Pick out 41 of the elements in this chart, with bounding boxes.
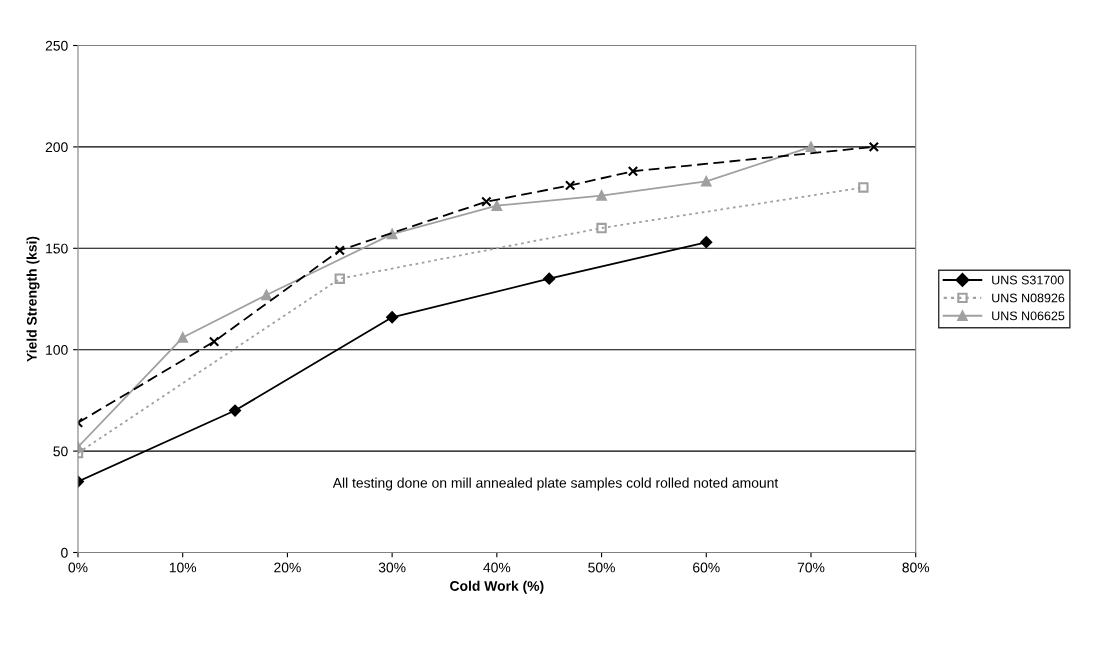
y-tick-label: 100: [46, 345, 68, 355]
point: [627, 166, 639, 177]
legend-label: UNS S31700: [992, 275, 1064, 285]
point: [491, 200, 503, 211]
point: [208, 336, 220, 347]
point: [564, 180, 576, 191]
x-axis-title: Cold Work (%): [450, 580, 544, 594]
point: [177, 332, 188, 343]
x-tick-label: 10%: [169, 562, 197, 573]
point: [596, 190, 607, 201]
point: [386, 311, 399, 324]
point: [543, 272, 556, 285]
x-tick-label: 0%: [68, 562, 88, 573]
x-tick-label: 80%: [902, 562, 930, 573]
point: [261, 289, 272, 301]
point: [386, 228, 398, 240]
x-tick-label: 40%: [483, 562, 511, 573]
y-tick-label: 0: [61, 547, 68, 558]
point: [229, 404, 241, 417]
legend-label: UNS N06625: [992, 311, 1065, 321]
point: [334, 273, 345, 284]
y-tick-label: 250: [45, 40, 68, 51]
point: [805, 141, 817, 153]
point: [868, 141, 880, 153]
y-tick-label: 150: [46, 243, 68, 254]
x-tick-label: 60%: [693, 562, 720, 573]
x-tick-label: 20%: [274, 562, 301, 573]
point: [700, 236, 713, 249]
point: [481, 196, 492, 207]
x-tick-label: 50%: [588, 562, 615, 573]
x-tick-label: 30%: [378, 562, 406, 573]
y-tick-label: 50: [53, 446, 68, 457]
y-tick-label: 200: [45, 142, 68, 153]
point: [701, 176, 712, 187]
legend-label: UNS N08926: [992, 293, 1065, 303]
y-axis-title: Yield Strength (ksi): [26, 236, 40, 362]
annotation: All testing done on mill annealed plate samples cold rolled noted amount: [332, 477, 779, 491]
x-tick-label: 70%: [797, 562, 825, 573]
point: [858, 182, 869, 193]
point: [596, 222, 607, 234]
point: [334, 245, 345, 256]
